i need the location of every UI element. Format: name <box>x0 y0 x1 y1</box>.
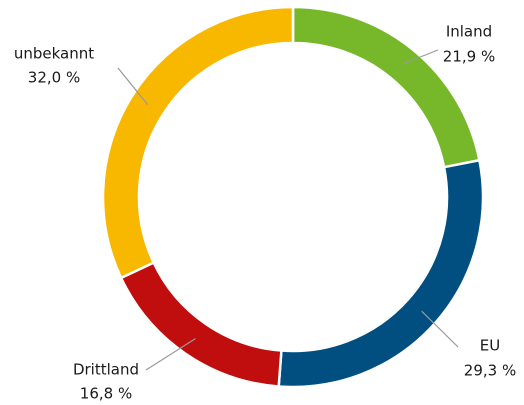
value-label: 29,3 % <box>464 362 516 380</box>
donut-segment <box>119 260 283 388</box>
value-label: 21,9 % <box>443 48 495 66</box>
category-label: Inland <box>446 23 492 41</box>
leader-line <box>145 338 196 371</box>
donut-segment <box>101 5 295 280</box>
value-label: 32,0 % <box>28 69 80 87</box>
category-label: Drittland <box>73 361 139 379</box>
leader-line <box>421 310 459 348</box>
leader-line <box>117 67 149 106</box>
category-label: unbekannt <box>14 45 94 63</box>
leader-line <box>401 49 439 65</box>
donut-segment <box>277 158 485 389</box>
category-label: EU <box>480 337 500 355</box>
value-label: 16,8 % <box>80 385 132 403</box>
